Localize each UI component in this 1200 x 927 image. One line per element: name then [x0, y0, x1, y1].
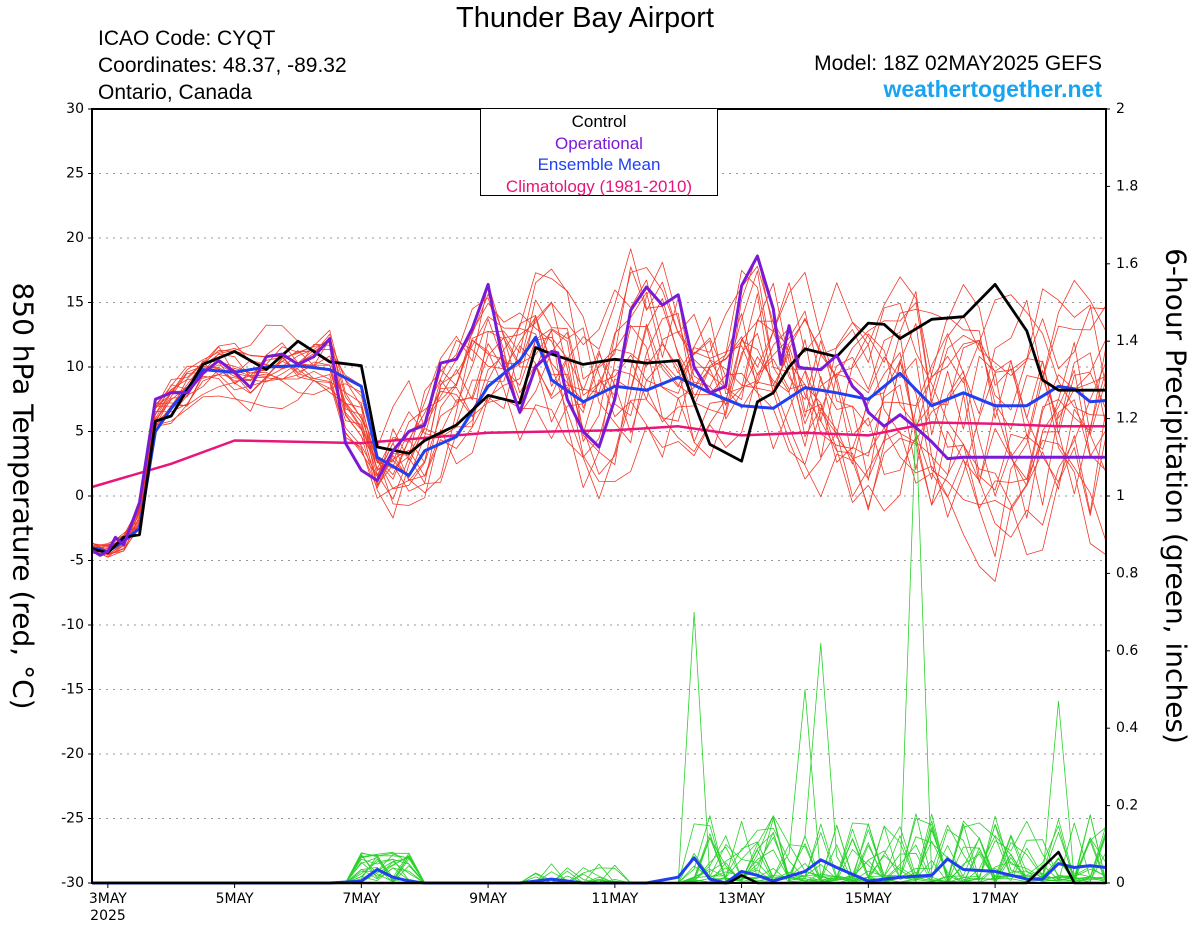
- left-tick-label: 30: [66, 101, 84, 117]
- right-tick-label: 0.4: [1116, 720, 1138, 736]
- left-tick-label: -5: [70, 553, 84, 569]
- ensemble-member-lines: [91, 248, 1107, 582]
- left-tick-label: -15: [61, 682, 84, 698]
- left-tick-label: -25: [61, 811, 84, 827]
- x-tick-label: 7MAY: [342, 891, 380, 907]
- legend: Control Operational Ensemble Mean Climat…: [480, 108, 718, 196]
- member-temp-line: [91, 270, 1107, 549]
- coordinates: Coordinates: 48.37, -89.32: [98, 54, 347, 77]
- member-precip-line: [92, 689, 1107, 884]
- control-line: [91, 283, 1106, 555]
- axis-ticks-and-labels: 302520151050-5-10-15-20-25-3021.81.61.41…: [61, 101, 1138, 907]
- member-temp-line: [91, 280, 1107, 556]
- member-precip-line: [92, 815, 1107, 884]
- model-run: Model: 18Z 02MAY2025 GEFS: [814, 52, 1102, 75]
- left-tick-label: -30: [61, 875, 84, 891]
- member-temp-line: [91, 265, 1107, 553]
- right-tick-label: 1: [1116, 488, 1125, 504]
- member-precip-line: [92, 611, 1107, 884]
- member-precip-line: [92, 822, 1107, 884]
- left-tick-label: -10: [61, 617, 84, 633]
- icao-code: ICAO Code: CYQT: [98, 27, 276, 50]
- member-precip-line: [92, 813, 1107, 884]
- x-tick-label: 5MAY: [216, 891, 254, 907]
- left-tick-label: 0: [75, 488, 84, 504]
- right-tick-label: 0: [1116, 875, 1125, 891]
- member-temp-line: [91, 266, 1107, 548]
- member-temp-line: [91, 272, 1107, 552]
- member-temp-line: [91, 316, 1107, 558]
- member-temp-line: [91, 261, 1107, 556]
- chart-title: Thunder Bay Airport: [456, 2, 714, 34]
- region: Ontario, Canada: [98, 81, 253, 104]
- right-tick-label: 1.2: [1116, 411, 1138, 427]
- x-tick-label: 9MAY: [469, 891, 507, 907]
- legend-control: Control: [571, 112, 627, 131]
- left-tick-label: 20: [66, 230, 84, 246]
- legend-climatology: Climatology (1981-2010): [505, 176, 693, 196]
- year-label: 2025: [90, 908, 126, 924]
- ensemble-mean-line: [91, 335, 1107, 553]
- right-tick-label: 0.6: [1116, 643, 1138, 659]
- member-precip-line: [92, 821, 1107, 884]
- climatology-line: [91, 421, 1106, 489]
- left-tick-label: 5: [75, 424, 84, 440]
- x-tick-label: 11MAY: [591, 891, 638, 907]
- operational-line: [91, 254, 1106, 557]
- right-axis-label: 6-hour Precipitation (green, inches): [1160, 248, 1193, 744]
- right-tick-label: 0.2: [1116, 798, 1138, 814]
- member-temp-line: [91, 267, 1107, 556]
- member-precip-line: [92, 814, 1107, 884]
- gridlines: [92, 173, 1106, 819]
- member-precip-line: [92, 823, 1107, 884]
- left-tick-label: -20: [61, 746, 84, 762]
- left-tick-label: 25: [66, 166, 84, 182]
- member-precip-line: [92, 815, 1107, 884]
- site-name: weathertogether.net: [883, 76, 1102, 102]
- member-precip-line: [92, 814, 1107, 884]
- right-tick-label: 1.6: [1116, 256, 1138, 272]
- x-tick-label: 3MAY: [89, 891, 127, 907]
- member-temp-line: [91, 307, 1107, 553]
- member-precip-line: [92, 823, 1107, 884]
- x-tick-label: 17MAY: [972, 891, 1019, 907]
- left-tick-label: 15: [66, 295, 84, 311]
- left-axis-label: 850 hPa Temperature (red, °C): [7, 282, 40, 709]
- member-temp-line: [91, 282, 1107, 549]
- x-tick-label: 13MAY: [718, 891, 765, 907]
- member-temp-line: [91, 305, 1107, 557]
- legend-operational: Operational: [555, 133, 643, 153]
- right-tick-label: 1.4: [1116, 333, 1138, 349]
- member-temp-line: [91, 298, 1107, 555]
- member-temp-line: [91, 291, 1107, 547]
- right-tick-label: 0.8: [1116, 565, 1138, 581]
- member-temp-line: [91, 254, 1107, 547]
- member-precip-line: [92, 813, 1107, 884]
- member-temp-line: [91, 248, 1107, 558]
- member-precip-line: [92, 642, 1107, 884]
- right-tick-label: 1.8: [1116, 178, 1138, 194]
- right-tick-label: 2: [1116, 101, 1125, 117]
- left-tick-label: 10: [66, 359, 84, 375]
- x-tick-label: 15MAY: [845, 891, 892, 907]
- legend-ensemble-mean: Ensemble Mean: [537, 155, 661, 174]
